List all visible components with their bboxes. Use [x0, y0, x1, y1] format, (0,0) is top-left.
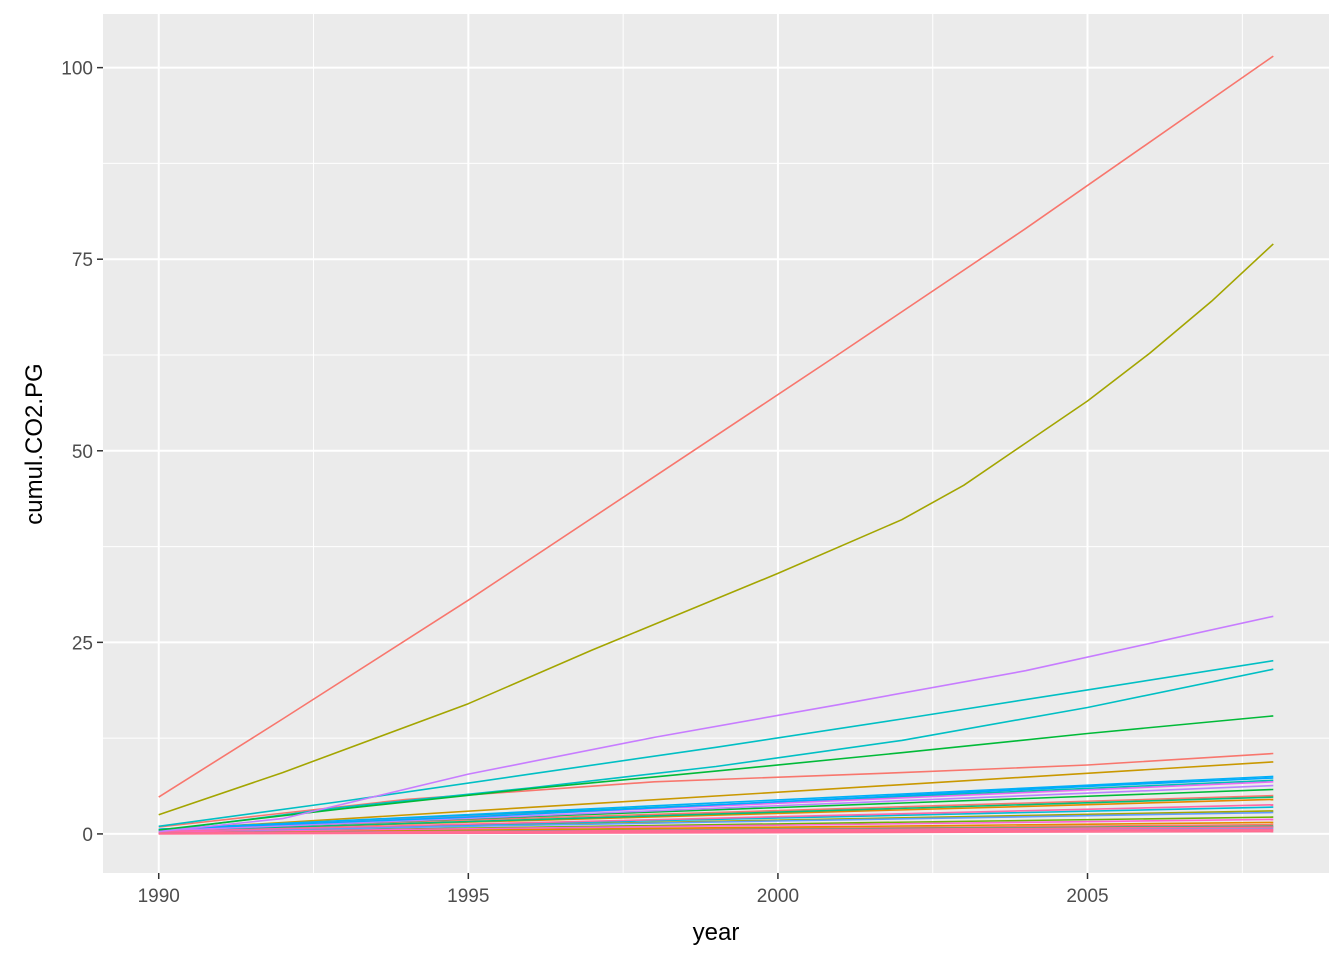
- series-line-11: [158, 811, 1274, 833]
- major-gridlines: [103, 14, 1329, 873]
- axis-ticks: [97, 66, 1089, 879]
- series-line-21: [158, 830, 1274, 835]
- y-tick-label: 100: [61, 59, 93, 80]
- series-line-31: [158, 55, 1274, 798]
- series-line-15: [158, 804, 1274, 833]
- series-line-27: [158, 659, 1274, 828]
- y-tick-label: 75: [72, 250, 93, 271]
- series-line-12: [158, 784, 1274, 832]
- series-line-7: [158, 796, 1274, 832]
- minor-gridlines: [103, 14, 1329, 873]
- y-tick-label: 0: [82, 825, 93, 846]
- y-tick-label: 25: [72, 633, 93, 654]
- series-line-24: [158, 752, 1274, 828]
- y-tick-labels: 0 25 50 75 100: [61, 59, 93, 846]
- series-line-3: [158, 761, 1274, 831]
- x-axis-title: year: [693, 919, 740, 946]
- series-line-25: [158, 777, 1274, 831]
- series-line-30: [158, 243, 1274, 816]
- series-lines: [158, 55, 1274, 835]
- series-line-14: [158, 818, 1274, 834]
- plot-panel: [103, 14, 1329, 873]
- x-tick-labels: 1990 1995 2000 2005: [138, 886, 1109, 907]
- series-line-10: [158, 775, 1274, 831]
- series-line-23: [158, 826, 1274, 834]
- x-tick-label: 2000: [757, 886, 799, 907]
- x-tick-label: 1995: [447, 886, 489, 907]
- x-tick-label: 2005: [1066, 886, 1108, 907]
- x-tick-label: 1990: [138, 886, 180, 907]
- series-line-26: [158, 668, 1274, 832]
- y-axis-title: cumul.CO2.PG: [21, 363, 48, 524]
- series-line-29: [158, 615, 1274, 833]
- y-tick-label: 50: [72, 442, 93, 463]
- series-line-28: [158, 715, 1274, 831]
